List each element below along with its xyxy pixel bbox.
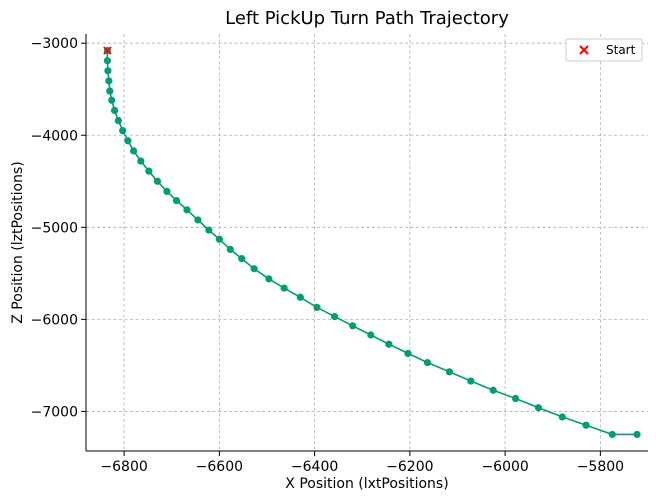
trajectory-point <box>280 284 288 292</box>
start-marker-icon <box>103 46 112 55</box>
y-tick-label: −3000 <box>31 36 78 52</box>
x-tick-label: −6000 <box>481 459 528 475</box>
trajectory-line <box>106 50 637 436</box>
trajectory-point <box>608 430 616 439</box>
trajectory-point <box>137 157 145 165</box>
x-tick-label: −6600 <box>196 459 243 475</box>
trajectory-point <box>114 116 122 125</box>
trajectory-point <box>153 177 162 185</box>
legend-box <box>565 38 643 62</box>
trajectory-point <box>130 147 138 155</box>
trajectory-point <box>124 137 132 145</box>
trajectory-point <box>172 197 181 205</box>
legend: Start <box>565 38 643 62</box>
trajectory-point <box>103 57 112 65</box>
axes-layer <box>85 34 648 452</box>
start-marker-stroke <box>103 46 112 55</box>
trajectory-point <box>105 77 113 85</box>
trajectory-point <box>250 265 258 273</box>
x-axis-label: X Position (lxtPositions) <box>285 476 448 492</box>
legend-start-marker-icon <box>579 45 589 55</box>
trajectory-point <box>238 255 246 263</box>
trajectory-point <box>558 413 566 421</box>
chart-title: Left PickUp Turn Path Trajectory <box>225 8 509 29</box>
trajectory-point <box>108 96 116 104</box>
y-tick-label: −6000 <box>31 312 78 328</box>
trajectory-point <box>313 303 321 311</box>
trajectory-point <box>385 340 393 348</box>
y-axis-label: Z Position (lztPositions) <box>10 161 26 323</box>
trajectory-point <box>633 430 641 439</box>
x-tick-label: −6400 <box>291 459 338 475</box>
trajectory-point <box>467 377 475 385</box>
trajectory-point <box>489 386 497 394</box>
trajectory-point <box>205 226 213 234</box>
trajectory-point <box>534 404 543 412</box>
x-tick-label: −6200 <box>386 459 433 475</box>
y-tick-label: −4000 <box>31 128 78 144</box>
y-tick-label: −7000 <box>31 404 78 420</box>
x-tick-label: −5800 <box>577 459 624 475</box>
grid-layer <box>86 34 648 451</box>
trajectory-point <box>511 394 520 403</box>
trajectory-point <box>110 106 119 115</box>
trajectory-point <box>331 313 339 321</box>
trajectory-point <box>119 127 127 135</box>
trajectory-point <box>296 293 304 301</box>
trajectory-point <box>582 421 590 429</box>
y-tick-label: −5000 <box>31 220 78 236</box>
trajectory-point <box>423 359 432 367</box>
legend-marker-stroke <box>579 45 589 55</box>
trajectory-point <box>106 87 114 95</box>
x-tick-label: −6800 <box>100 459 147 475</box>
trajectory-point <box>145 167 153 175</box>
trajectory-point <box>367 331 375 339</box>
trajectory-point <box>226 245 234 254</box>
trajectory-point <box>104 67 112 75</box>
legend-start-label: Start <box>606 43 636 57</box>
trajectory-point <box>349 322 357 330</box>
trajectory-point <box>265 275 273 283</box>
ticks-layer: −6800 −6600 −6400 −6200 −6000 −5800 −3000 −4000… <box>31 36 624 475</box>
trajectory-point <box>183 206 191 214</box>
trajectory-point <box>215 235 223 243</box>
trajectory-point <box>163 187 171 196</box>
trajectory-point <box>404 349 412 358</box>
data-layer <box>103 46 641 439</box>
trajectory-point <box>194 216 202 224</box>
trajectory-point <box>445 368 453 376</box>
